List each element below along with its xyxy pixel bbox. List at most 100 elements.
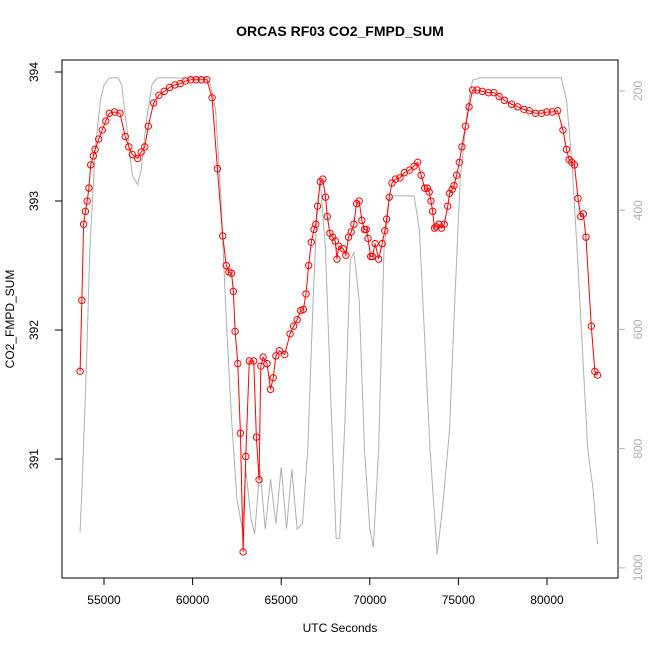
plot-frame bbox=[61, 59, 619, 579]
data-point bbox=[87, 161, 95, 169]
data-point bbox=[83, 197, 91, 205]
y2-tick-label: 1000 bbox=[631, 554, 645, 581]
data-point bbox=[192, 76, 200, 84]
data-point bbox=[576, 212, 585, 221]
data-point bbox=[266, 385, 275, 394]
data-point bbox=[352, 199, 361, 208]
data-point bbox=[319, 175, 327, 183]
data-point bbox=[160, 87, 168, 96]
data-point bbox=[350, 220, 358, 228]
data-point bbox=[125, 143, 133, 151]
data-point bbox=[141, 143, 149, 151]
data-point bbox=[133, 154, 142, 163]
data-point bbox=[171, 81, 179, 89]
data-point bbox=[465, 103, 473, 111]
y2-tick-label: 800 bbox=[631, 438, 645, 458]
data-point bbox=[102, 117, 110, 125]
data-point bbox=[302, 290, 310, 298]
data-point bbox=[430, 224, 439, 232]
y-axis-label: CO2_FMPD_SUM bbox=[3, 270, 17, 369]
data-point bbox=[568, 158, 576, 167]
y-tick-label: 392 bbox=[27, 320, 41, 340]
data-point bbox=[452, 171, 461, 179]
data-point bbox=[548, 108, 557, 116]
data-point bbox=[440, 220, 448, 228]
data-point bbox=[444, 202, 452, 210]
y-tick-label: 394 bbox=[27, 62, 41, 82]
data-point bbox=[587, 322, 595, 330]
x-tick-label: 60000 bbox=[176, 593, 210, 607]
data-point bbox=[110, 108, 119, 116]
data-point bbox=[473, 86, 481, 94]
data-point bbox=[149, 99, 158, 107]
data-point bbox=[514, 103, 522, 111]
data-point bbox=[231, 327, 239, 336]
chart-title: ORCAS RF03 CO2_FMPD_SUM bbox=[236, 23, 444, 39]
data-point bbox=[263, 359, 271, 368]
data-point bbox=[250, 357, 258, 365]
data-point bbox=[405, 166, 414, 174]
data-point bbox=[299, 305, 308, 314]
pressure-line bbox=[79, 77, 598, 555]
data-point bbox=[219, 232, 227, 240]
data-point bbox=[391, 175, 400, 183]
data-point bbox=[396, 174, 404, 182]
data-point bbox=[128, 150, 137, 159]
data-point bbox=[495, 92, 503, 101]
data-point bbox=[234, 359, 242, 368]
x-tick-label: 80000 bbox=[530, 593, 564, 607]
data-point bbox=[570, 161, 579, 169]
data-point bbox=[358, 216, 366, 225]
data-point bbox=[593, 371, 602, 379]
data-point bbox=[425, 188, 433, 196]
data-point bbox=[304, 261, 313, 270]
data-point bbox=[255, 475, 263, 484]
data-point bbox=[105, 109, 114, 117]
data-point bbox=[432, 223, 440, 231]
data-point bbox=[484, 88, 493, 97]
data-point bbox=[121, 132, 129, 141]
data-point bbox=[222, 261, 230, 270]
data-point bbox=[423, 184, 432, 192]
data-point bbox=[85, 184, 93, 192]
data-point bbox=[565, 156, 573, 164]
data-point bbox=[259, 353, 267, 361]
data-point bbox=[208, 94, 216, 102]
y2-tick-label: 200 bbox=[631, 81, 645, 101]
data-point bbox=[91, 145, 99, 154]
data-point bbox=[385, 193, 393, 201]
data-point bbox=[382, 215, 391, 223]
data-point bbox=[355, 197, 363, 205]
data-point bbox=[553, 107, 562, 115]
x-tick-label: 70000 bbox=[353, 593, 387, 607]
data-point bbox=[181, 77, 190, 85]
data-point bbox=[417, 171, 425, 179]
data-point bbox=[490, 88, 498, 97]
x-tick-label: 55000 bbox=[87, 593, 121, 607]
data-point bbox=[312, 220, 320, 228]
data-point bbox=[239, 548, 247, 556]
data-point bbox=[89, 152, 98, 160]
data-point bbox=[582, 233, 590, 241]
data-point bbox=[155, 91, 163, 99]
data-point bbox=[455, 158, 463, 167]
data-point bbox=[78, 296, 86, 305]
data-point bbox=[187, 76, 195, 84]
data-point bbox=[450, 181, 458, 190]
data-point bbox=[245, 357, 254, 365]
data-point bbox=[559, 126, 567, 134]
data-point bbox=[307, 238, 316, 246]
data-point bbox=[579, 210, 588, 218]
data-point bbox=[313, 202, 322, 210]
data-point bbox=[378, 239, 386, 248]
data-point bbox=[448, 185, 456, 194]
data-point bbox=[461, 122, 470, 130]
data-point bbox=[468, 86, 477, 94]
data-point bbox=[257, 362, 265, 370]
data-point bbox=[144, 122, 152, 130]
data-point bbox=[289, 322, 298, 330]
data-point bbox=[281, 350, 289, 359]
